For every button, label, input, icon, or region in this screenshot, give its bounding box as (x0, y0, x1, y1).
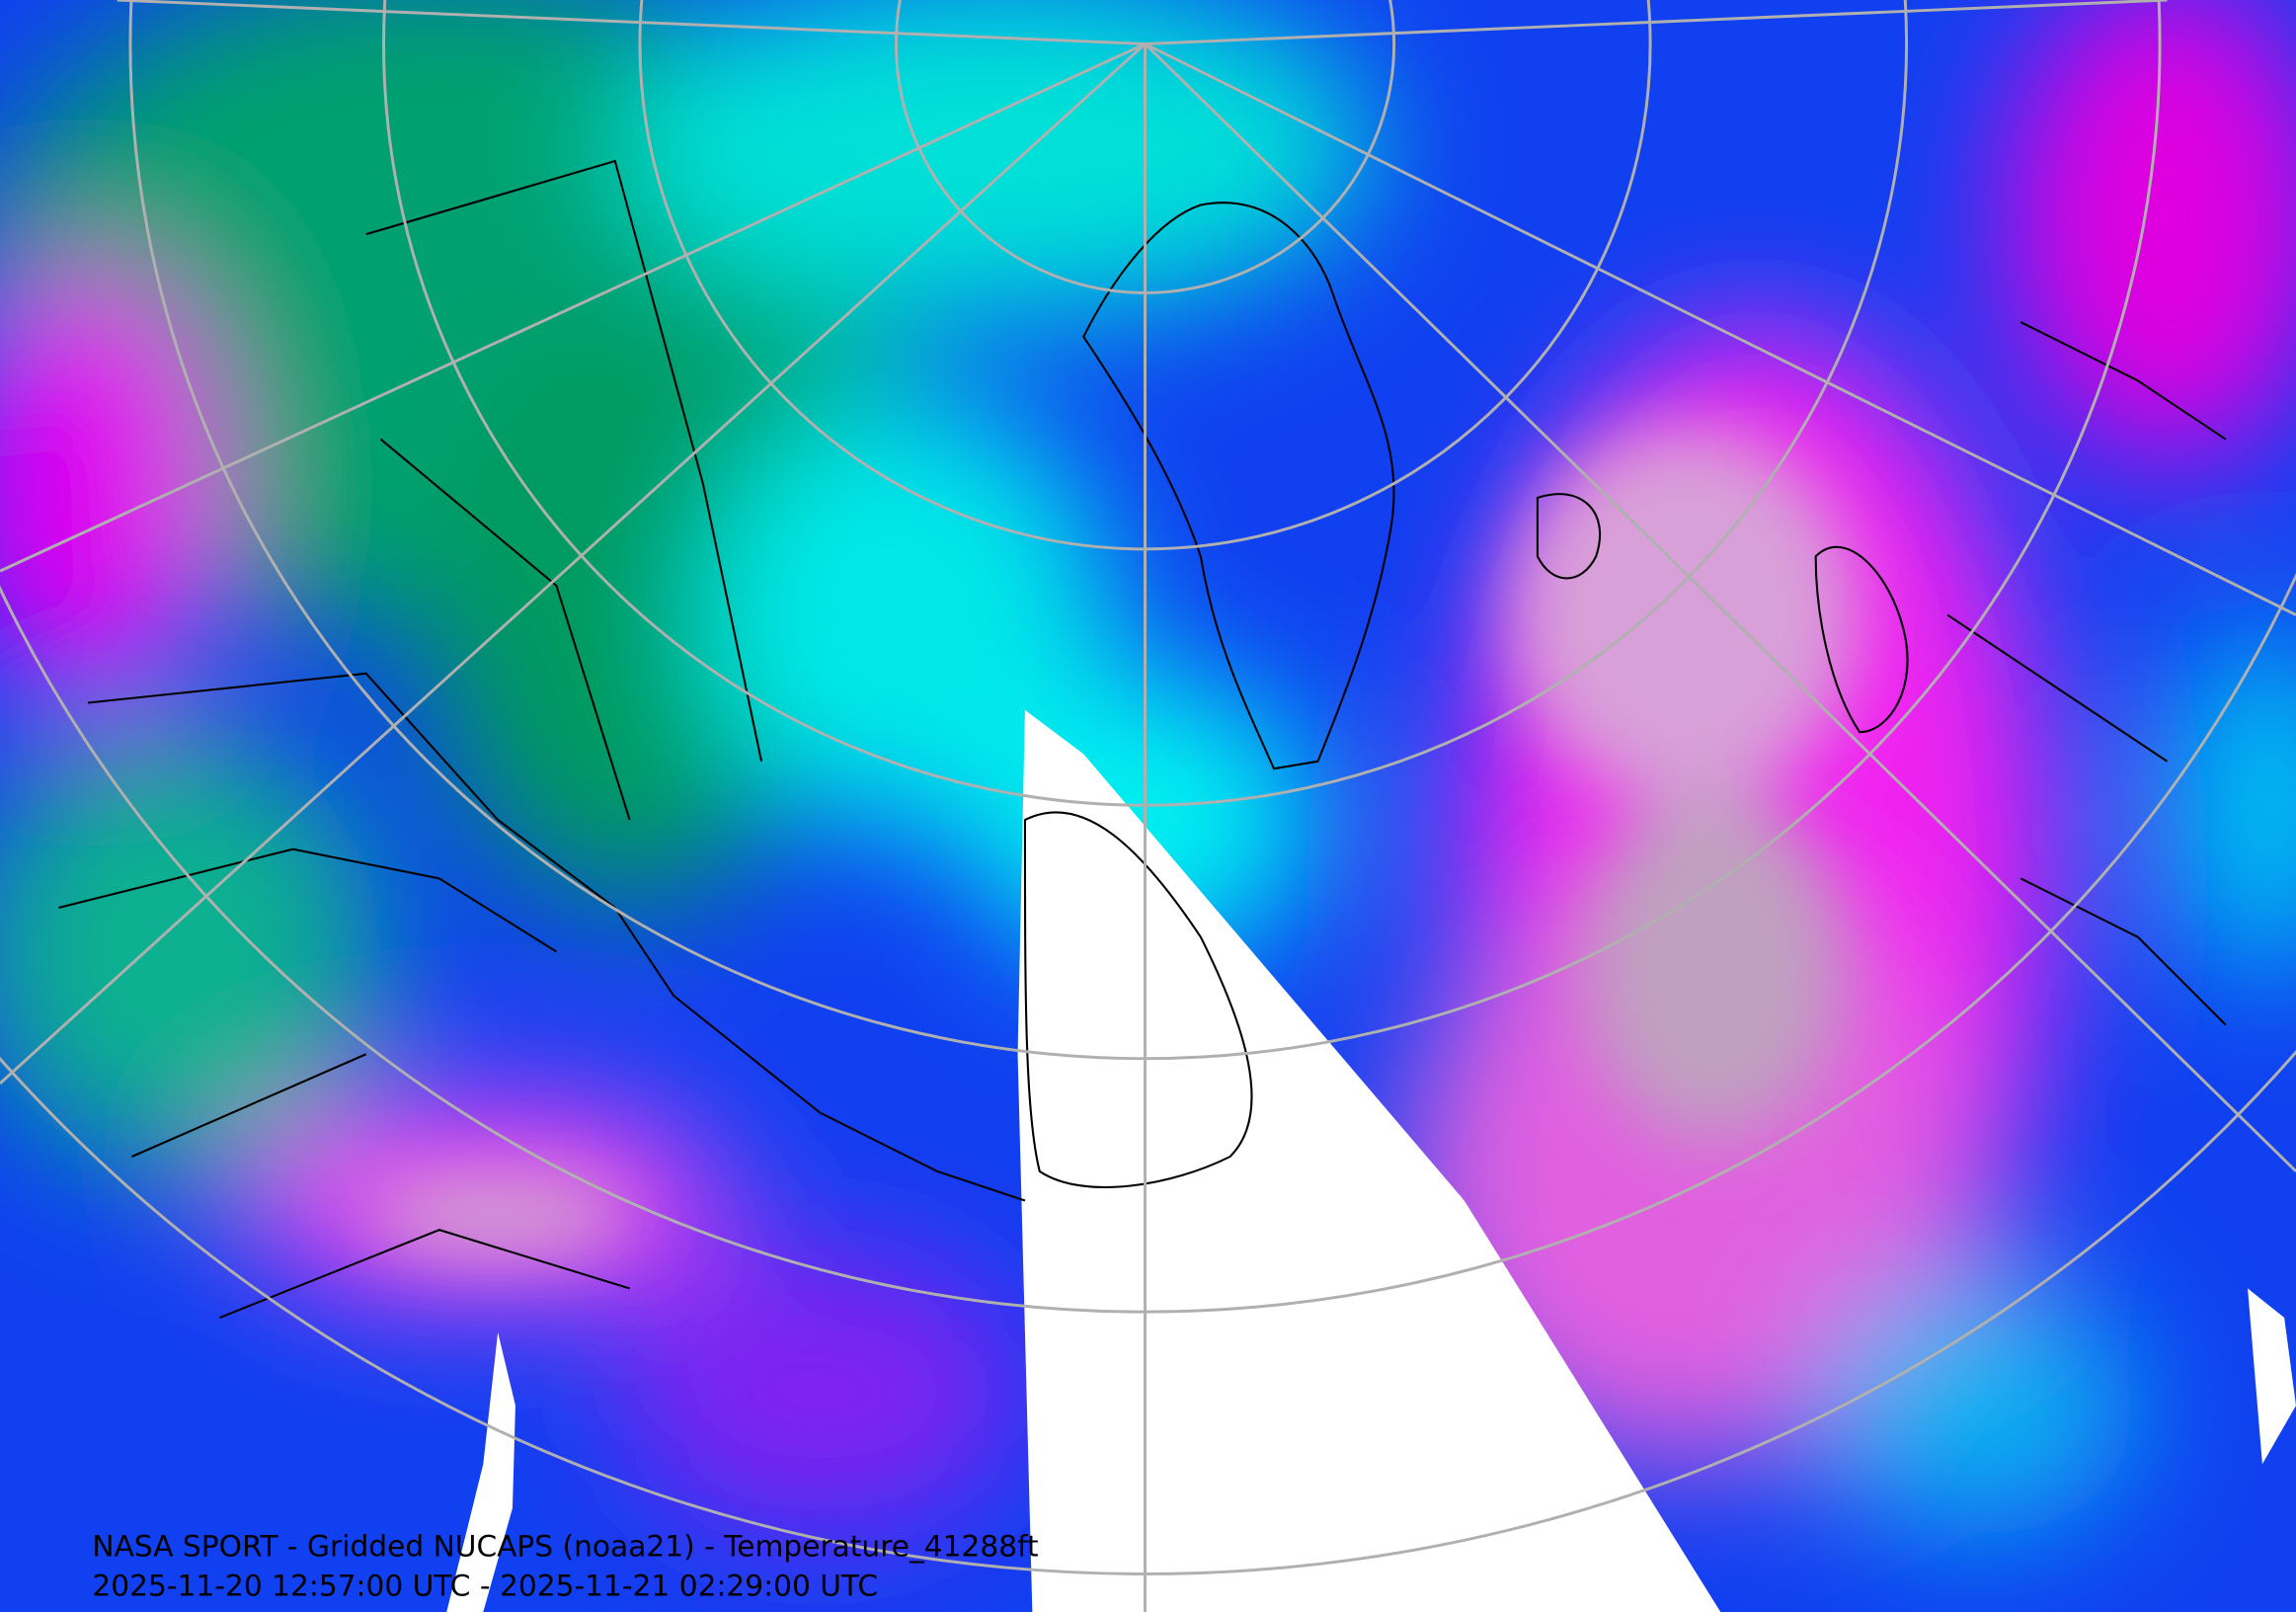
time-range: 2025-11-20 12:57:00 UTC - 2025-11-21 02:… (92, 1569, 878, 1603)
coastlines (58, 159, 2227, 1320)
no-data-gap (446, 1331, 515, 1612)
no-data-gap (1017, 709, 1721, 1612)
map-title: NASA SPORT - Gridded NUCAPS (noaa21) - T… (92, 1529, 1038, 1564)
no-data-gap (2248, 1288, 2296, 1465)
